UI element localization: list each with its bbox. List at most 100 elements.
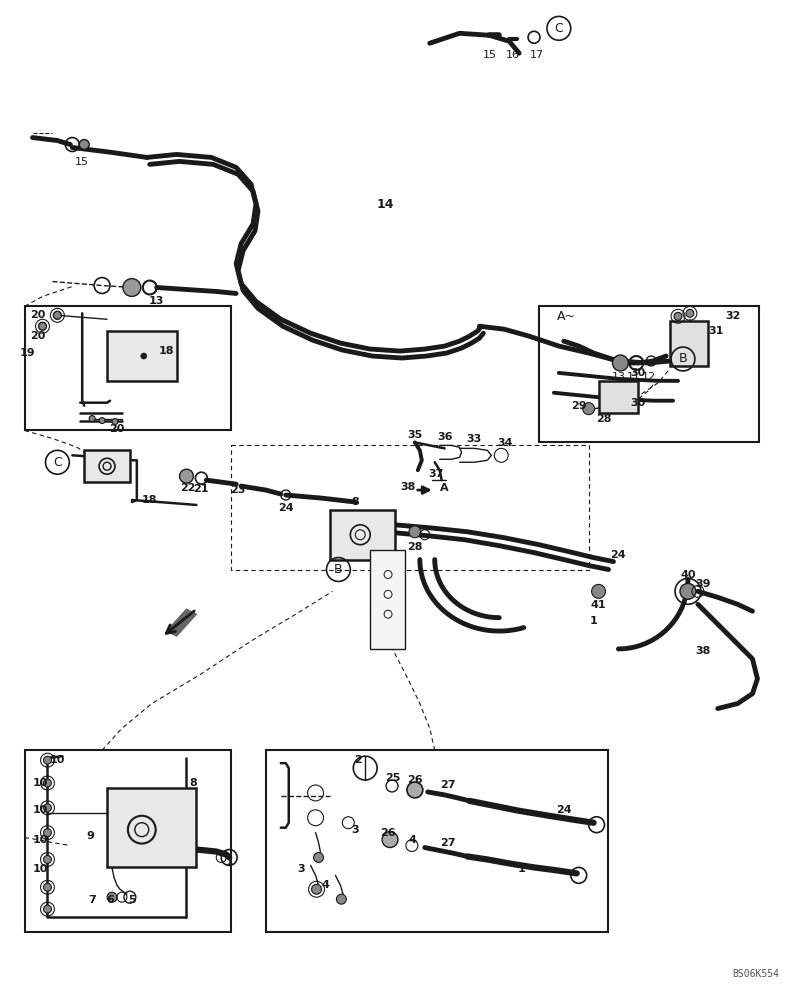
Circle shape: [44, 779, 51, 787]
Bar: [599, 381, 638, 413]
Text: 7: 7: [88, 895, 96, 905]
Text: 31: 31: [708, 326, 723, 336]
Circle shape: [44, 855, 51, 863]
Text: 21: 21: [193, 484, 209, 494]
Text: 3: 3: [297, 864, 304, 874]
Circle shape: [680, 583, 696, 599]
Text: 30: 30: [630, 398, 646, 408]
Circle shape: [44, 905, 51, 913]
Text: 37: 37: [428, 469, 444, 479]
Text: 22: 22: [180, 483, 195, 493]
Bar: [107, 331, 177, 381]
Bar: [84, 450, 130, 482]
Text: 26: 26: [407, 775, 423, 785]
Bar: [330, 510, 395, 560]
Text: B: B: [679, 352, 687, 365]
Text: 33: 33: [466, 434, 481, 444]
Text: 28: 28: [407, 542, 423, 552]
Bar: [107, 788, 196, 867]
Text: 18: 18: [142, 495, 158, 505]
Circle shape: [612, 355, 628, 371]
Circle shape: [382, 832, 398, 848]
Circle shape: [44, 804, 51, 812]
Text: 4: 4: [322, 880, 329, 890]
Text: 1: 1: [590, 616, 597, 626]
Circle shape: [311, 884, 322, 894]
Circle shape: [583, 403, 595, 415]
Text: 25: 25: [386, 773, 401, 783]
Circle shape: [592, 584, 606, 598]
Text: 14: 14: [376, 198, 394, 211]
Bar: [670, 321, 708, 366]
Text: 3: 3: [352, 825, 359, 835]
Text: 20: 20: [30, 331, 45, 341]
Text: 2: 2: [354, 755, 362, 765]
Circle shape: [39, 322, 47, 330]
Text: 1: 1: [225, 857, 233, 867]
Text: 30: 30: [630, 368, 646, 378]
Text: 13: 13: [611, 372, 626, 382]
Text: 11: 11: [627, 372, 642, 382]
Text: 24: 24: [556, 805, 572, 815]
Text: 12: 12: [642, 372, 657, 382]
Text: 10: 10: [50, 755, 65, 765]
Text: 38: 38: [695, 646, 710, 656]
Circle shape: [314, 853, 323, 862]
Polygon shape: [166, 609, 196, 636]
Bar: [370, 550, 405, 649]
Text: 24: 24: [278, 503, 294, 513]
Text: 15: 15: [482, 50, 497, 60]
Text: C: C: [554, 22, 563, 35]
Text: 28: 28: [596, 414, 611, 424]
Text: 8: 8: [352, 497, 359, 507]
Text: 18: 18: [159, 346, 174, 356]
Circle shape: [44, 829, 51, 837]
Text: 23: 23: [230, 485, 246, 495]
Text: 10: 10: [32, 778, 48, 788]
Circle shape: [107, 892, 117, 902]
Circle shape: [44, 883, 51, 891]
Text: 10: 10: [32, 805, 48, 815]
Text: BS06K554: BS06K554: [733, 969, 779, 979]
Text: 5: 5: [128, 895, 135, 905]
Circle shape: [141, 353, 147, 359]
Text: 20: 20: [109, 424, 124, 434]
Text: 34: 34: [497, 438, 513, 448]
Bar: [266, 750, 608, 932]
Text: A~: A~: [557, 310, 576, 323]
Circle shape: [79, 140, 89, 149]
Circle shape: [123, 279, 141, 296]
Text: 10: 10: [32, 864, 48, 874]
Text: 38: 38: [400, 482, 416, 492]
Text: 20: 20: [30, 310, 45, 320]
Text: 35: 35: [407, 430, 422, 440]
Circle shape: [686, 309, 694, 317]
Text: 10: 10: [32, 835, 48, 845]
Text: 39: 39: [695, 579, 710, 589]
Text: 15: 15: [75, 157, 89, 167]
Text: 13: 13: [149, 296, 165, 306]
Circle shape: [112, 419, 118, 425]
Circle shape: [409, 526, 421, 538]
Text: 27: 27: [440, 838, 455, 848]
Circle shape: [89, 416, 95, 422]
Text: 36: 36: [437, 432, 452, 442]
Text: 17: 17: [530, 50, 544, 60]
Text: C: C: [53, 456, 62, 469]
Circle shape: [674, 312, 682, 320]
Circle shape: [407, 782, 423, 798]
Text: 4: 4: [409, 835, 417, 845]
Bar: [539, 306, 760, 442]
Circle shape: [44, 756, 51, 764]
Text: 24: 24: [611, 550, 626, 560]
Text: 26: 26: [380, 828, 396, 838]
Text: 27: 27: [440, 780, 455, 790]
Text: 19: 19: [20, 348, 36, 358]
Text: 16: 16: [506, 50, 520, 60]
Bar: [25, 306, 231, 430]
Circle shape: [53, 311, 61, 319]
Bar: [25, 750, 231, 932]
Text: 40: 40: [680, 570, 695, 580]
Text: 6: 6: [106, 895, 114, 905]
Text: 41: 41: [591, 600, 607, 610]
